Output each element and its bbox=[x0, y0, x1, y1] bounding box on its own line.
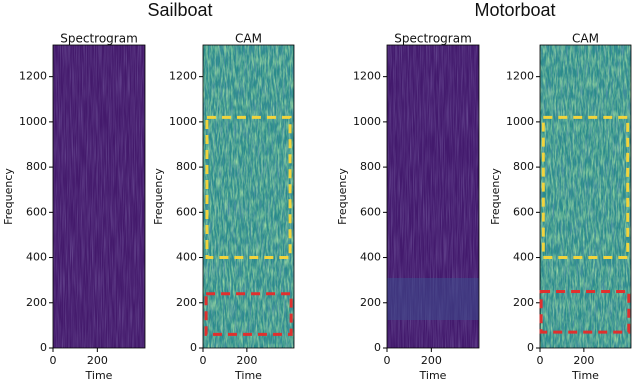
y-tick-label: 0 bbox=[190, 341, 197, 354]
x-tick-label: 0 bbox=[384, 354, 391, 367]
plot-frame bbox=[52, 44, 146, 349]
panel-title: CAM bbox=[235, 32, 262, 46]
plot-frame bbox=[539, 44, 632, 349]
highlight-box bbox=[205, 115, 292, 260]
y-tick-label: 0 bbox=[374, 341, 381, 354]
y-tick-label: 0 bbox=[40, 341, 47, 354]
y-tick-label: 1200 bbox=[19, 70, 47, 83]
y-tick-label: 800 bbox=[26, 160, 47, 173]
x-axis-label: Time bbox=[85, 369, 113, 382]
x-tick-label: 200 bbox=[573, 354, 594, 367]
y-tick-label: 400 bbox=[176, 251, 197, 264]
highlight-box bbox=[539, 289, 631, 334]
highlight-box bbox=[541, 115, 630, 260]
y-tick-label: 600 bbox=[26, 205, 47, 218]
y-tick-label: 1000 bbox=[19, 115, 47, 128]
x-axis-label: Time bbox=[234, 369, 262, 382]
panel-title: Spectrogram bbox=[60, 32, 138, 46]
y-tick-label: 1000 bbox=[353, 115, 381, 128]
panel-title: Spectrogram bbox=[394, 32, 472, 46]
panel-image bbox=[53, 45, 631, 348]
highlight-box bbox=[204, 292, 293, 336]
y-tick-label: 0 bbox=[527, 341, 534, 354]
x-tick-label: 200 bbox=[421, 354, 442, 367]
group-title: Sailboat bbox=[147, 0, 212, 20]
y-tick-label: 200 bbox=[26, 296, 47, 309]
y-tick-label: 800 bbox=[513, 160, 534, 173]
y-tick-label: 400 bbox=[513, 251, 534, 264]
x-tick-label: 0 bbox=[537, 354, 544, 367]
panel-title: CAM bbox=[572, 32, 599, 46]
x-tick-label: 200 bbox=[236, 354, 257, 367]
y-tick-label: 600 bbox=[513, 205, 534, 218]
group-title: Motorboat bbox=[474, 0, 555, 20]
x-axis-label: Time bbox=[419, 369, 447, 382]
x-tick-label: 200 bbox=[87, 354, 108, 367]
y-tick-label: 400 bbox=[360, 251, 381, 264]
y-tick-label: 400 bbox=[26, 251, 47, 264]
y-tick-label: 1000 bbox=[169, 115, 197, 128]
y-tick-label: 1200 bbox=[353, 70, 381, 83]
y-axis-label: Frequency bbox=[2, 168, 15, 225]
x-tick-label: 0 bbox=[200, 354, 207, 367]
y-tick-label: 600 bbox=[176, 205, 197, 218]
y-tick-label: 1000 bbox=[506, 115, 534, 128]
y-tick-label: 600 bbox=[360, 205, 381, 218]
y-tick-label: 200 bbox=[176, 296, 197, 309]
x-axis-label: Time bbox=[571, 369, 599, 382]
plot-frame bbox=[386, 44, 480, 349]
y-axis-label: Frequency bbox=[152, 168, 165, 225]
x-tick-label: 0 bbox=[50, 354, 57, 367]
plot-frame bbox=[202, 44, 295, 349]
y-tick-label: 1200 bbox=[169, 70, 197, 83]
y-tick-label: 800 bbox=[360, 160, 381, 173]
y-axis-label: Frequency bbox=[489, 168, 502, 225]
y-axis-label: Frequency bbox=[336, 168, 349, 225]
y-tick-label: 800 bbox=[176, 160, 197, 173]
y-tick-label: 1200 bbox=[506, 70, 534, 83]
y-tick-label: 200 bbox=[513, 296, 534, 309]
y-tick-label: 200 bbox=[360, 296, 381, 309]
